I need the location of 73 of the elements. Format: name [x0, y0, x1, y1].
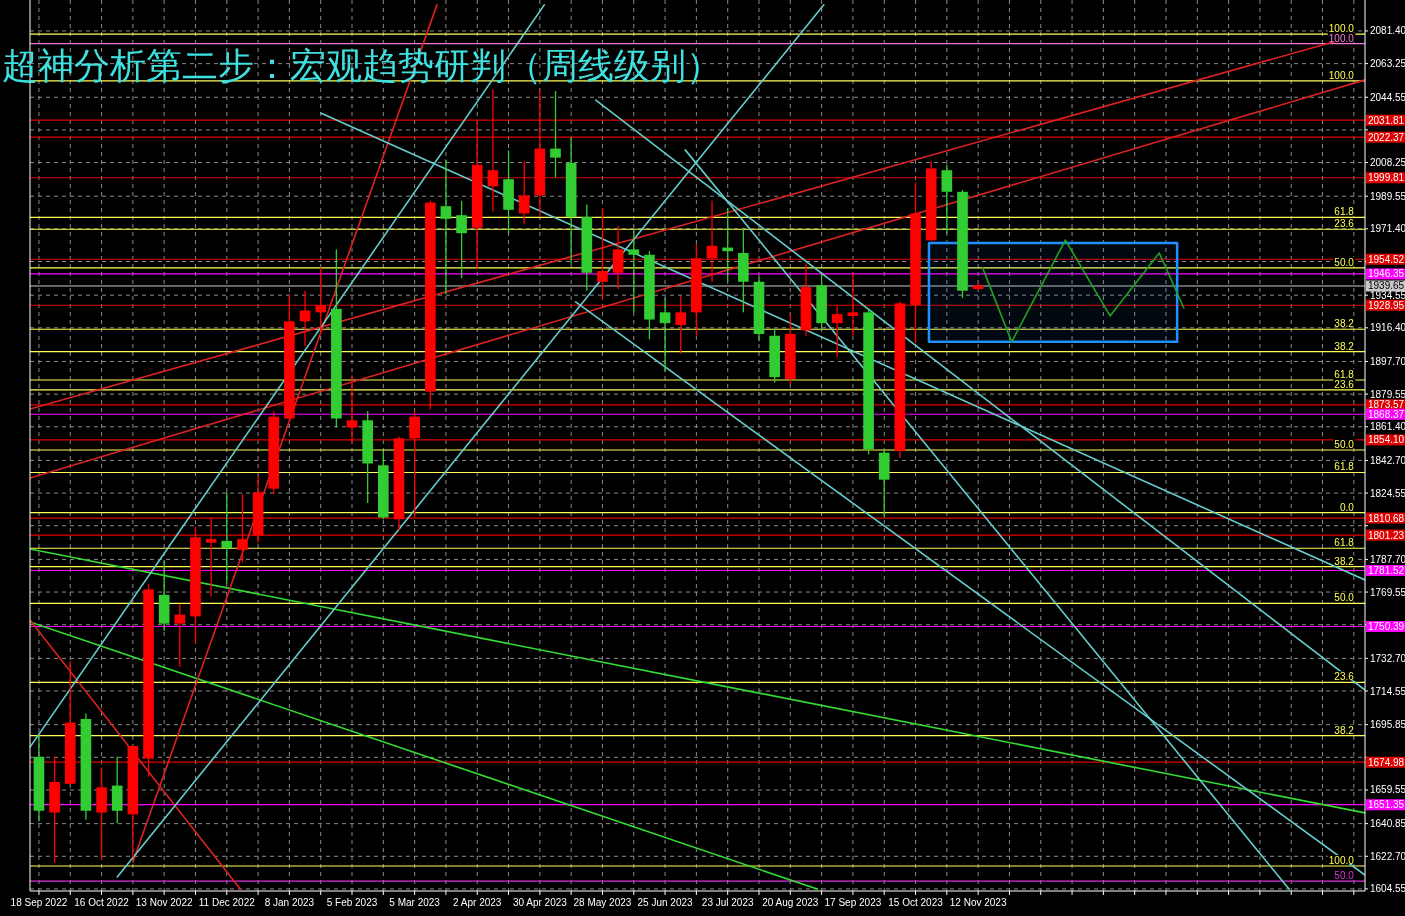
annotation: 61.8	[1334, 206, 1355, 218]
y-tick-label: 1640.85	[1370, 818, 1405, 830]
annotation: 50.0	[1334, 439, 1355, 450]
ref-line-label: 1954.52	[1368, 253, 1405, 265]
x-tick-label: 18 Sep 2022	[10, 897, 68, 908]
ref-line-label: 1781.52	[1368, 565, 1405, 577]
y-tick-label: 1604.55	[1370, 883, 1405, 895]
ref-line-label: 1674.98	[1368, 756, 1405, 768]
y-tick-label: 1879.55	[1370, 388, 1405, 400]
x-tick-label: 30 Apr 2023	[512, 897, 568, 908]
y-tick-label: 1714.55	[1370, 685, 1405, 697]
x-tick-label: 5 Feb 2023	[326, 897, 378, 908]
ref-line-label: 1946.35	[1368, 268, 1405, 280]
x-tick-label: 13 Nov 2022	[135, 897, 193, 908]
annotation: 61.8	[1334, 537, 1355, 549]
ref-line-label: 1999.81	[1368, 172, 1405, 184]
x-tick-label: 15 Oct 2023	[888, 897, 944, 908]
x-tick-label: 17 Sep 2023	[824, 897, 882, 908]
y-tick-label: 2081.40	[1370, 25, 1405, 37]
y-tick-label: 1971.40	[1370, 223, 1405, 235]
x-tick-label: 8 Jan 2023	[264, 897, 315, 908]
ref-line-label: 1651.35	[1368, 799, 1405, 811]
annotation: 50.0	[1334, 870, 1355, 882]
y-tick-label: 2008.25	[1370, 157, 1405, 169]
y-tick-label: 1934.55	[1370, 289, 1405, 301]
x-tick-label: 11 Dec 2022	[198, 897, 256, 908]
annotation: 50.0	[1334, 256, 1355, 268]
x-tick-label: 23 Jul 2023	[701, 897, 754, 908]
ref-line-label: 1928.95	[1368, 299, 1405, 311]
annotation: 61.8	[1334, 369, 1355, 381]
ref-line-label: 1810.68	[1368, 512, 1405, 524]
x-tick-label: 20 Aug 2023	[762, 897, 819, 908]
annotation: 23.6	[1334, 671, 1355, 683]
annotation: 100.0	[1328, 69, 1355, 81]
ref-line-label: 2022.37	[1368, 131, 1405, 143]
annotation: 38.2	[1334, 318, 1355, 330]
y-tick-label: 1787.70	[1370, 553, 1405, 565]
y-tick-label: 1659.55	[1370, 784, 1405, 796]
x-tick-label: 5 Mar 2023	[389, 897, 441, 908]
ref-line-label: 1868.37	[1368, 408, 1405, 420]
ref-line-label: 1873.57	[1368, 399, 1405, 411]
y-tick-label: 1732.70	[1370, 652, 1405, 664]
y-tick-label: 1769.55	[1370, 586, 1405, 598]
annotation: 0.0	[1339, 501, 1355, 513]
annotation: 100.0	[1328, 23, 1355, 35]
annotation: 38.2	[1334, 724, 1355, 736]
ref-line-label: 1750.39	[1368, 621, 1405, 633]
annotation: 23.6	[1334, 378, 1355, 390]
annotation: 38.2	[1334, 340, 1355, 352]
annotation: 50.0	[1334, 592, 1355, 604]
annotation: 61.8	[1334, 461, 1355, 473]
ref-line-label: 1939.65	[1368, 280, 1405, 292]
y-tick-label: 1824.55	[1370, 487, 1405, 499]
ref-line-label: 1854.10	[1368, 434, 1405, 446]
y-tick-label: 1842.70	[1370, 454, 1405, 466]
y-tick-label: 1916.40	[1370, 322, 1405, 334]
y-tick-label: 1897.70	[1370, 355, 1405, 367]
annotation: 23.6	[1334, 218, 1355, 230]
y-tick-label: 1695.85	[1370, 719, 1405, 731]
x-tick-label: 25 Jun 2023	[637, 897, 694, 908]
y-tick-label: 1989.55	[1370, 190, 1405, 202]
x-tick-label: 28 May 2023	[573, 897, 632, 908]
x-tick-label: 2 Apr 2023	[453, 897, 502, 908]
ref-line-label: 1801.23	[1368, 529, 1405, 541]
annotation: 100.0	[1328, 854, 1355, 866]
y-tick-label: 1861.40	[1370, 421, 1405, 433]
ref-line-label: 2031.81	[1368, 114, 1405, 126]
y-tick-label: 1622.70	[1370, 850, 1405, 862]
y-tick-label: 2044.55	[1370, 91, 1405, 103]
x-tick-label: 12 Nov 2023	[949, 897, 1007, 908]
annotation: 38.2	[1334, 555, 1355, 567]
y-tick-label: 2063.25	[1370, 58, 1405, 70]
x-tick-label: 16 Oct 2022	[74, 897, 130, 908]
